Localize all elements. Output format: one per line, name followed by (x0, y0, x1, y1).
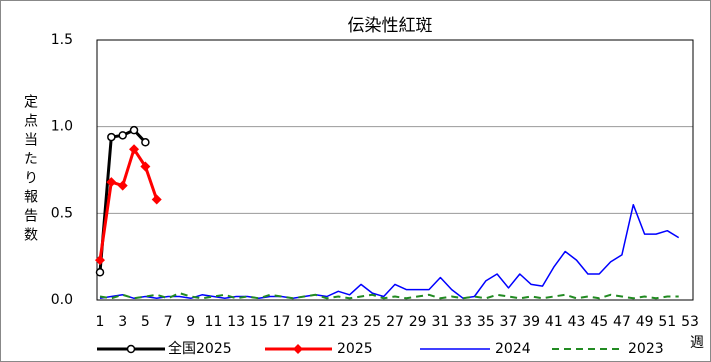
y-tick-label: 0.0 (51, 292, 73, 308)
y-tick-label: 1.5 (51, 32, 73, 48)
point (118, 131, 127, 140)
x-tick-label: 15 (250, 314, 268, 330)
point (141, 138, 150, 147)
x-tick-label: 31 (431, 314, 449, 330)
x-tick-label: 49 (636, 314, 654, 330)
x-tick-label: 19 (295, 314, 313, 330)
point (151, 194, 162, 205)
x-tick-label: 29 (409, 314, 427, 330)
point (129, 144, 140, 155)
series (95, 144, 162, 266)
y-axis-label: 定点当たり報告数 (22, 94, 38, 246)
legend-label: 2023 (628, 341, 664, 357)
point (95, 255, 105, 266)
x-tick-label: 11 (205, 314, 223, 330)
x-tick-label: 5 (141, 314, 150, 330)
x-tick-label: 37 (500, 314, 518, 330)
x-tick-label: 53 (681, 314, 699, 330)
x-tick-label: 7 (164, 314, 173, 330)
x-tick-label: 33 (454, 314, 472, 330)
legend: 全国2025 2025 2024 2023 (97, 340, 664, 357)
point (107, 132, 116, 142)
point (106, 177, 117, 188)
x-tick-label: 43 (568, 314, 586, 330)
x-tick-label: 17 (273, 314, 291, 330)
legend-marker (126, 344, 136, 354)
point (95, 268, 105, 277)
x-tick-label: 3 (118, 314, 127, 330)
x-tick-label: 35 (477, 314, 495, 330)
plot-border (96, 39, 694, 301)
series (99, 292, 679, 300)
x-tick-label: 47 (613, 314, 631, 330)
x-tick-label: 27 (386, 314, 404, 330)
x-tick-label: 41 (545, 314, 563, 330)
x-tick-label: 23 (341, 314, 359, 330)
x-tick-label: 21 (318, 314, 336, 330)
legend-label: 2024 (495, 341, 531, 357)
series-line (98, 147, 159, 261)
legend-marker (293, 344, 303, 354)
x-tick-label: 13 (227, 314, 245, 330)
y-tick-label: 1.0 (51, 119, 73, 135)
chart-title: 伝染性紅斑 (348, 16, 433, 36)
point (117, 180, 128, 191)
x-tick-label: 45 (590, 314, 608, 330)
y-tick-label: 0.5 (51, 205, 73, 221)
x-tick-label: 9 (186, 314, 195, 330)
x-axis-label: 週 (690, 335, 704, 351)
legend-label: 2025 (337, 341, 373, 357)
point (140, 161, 151, 172)
x-tick-label: 1 (96, 314, 105, 330)
legend-label: 全国2025 (168, 340, 232, 357)
x-tick-label: 25 (363, 314, 381, 330)
series-line (99, 292, 679, 300)
x-tick-label: 51 (658, 314, 676, 330)
point (129, 125, 139, 135)
x-tick-label: 39 (522, 314, 540, 330)
